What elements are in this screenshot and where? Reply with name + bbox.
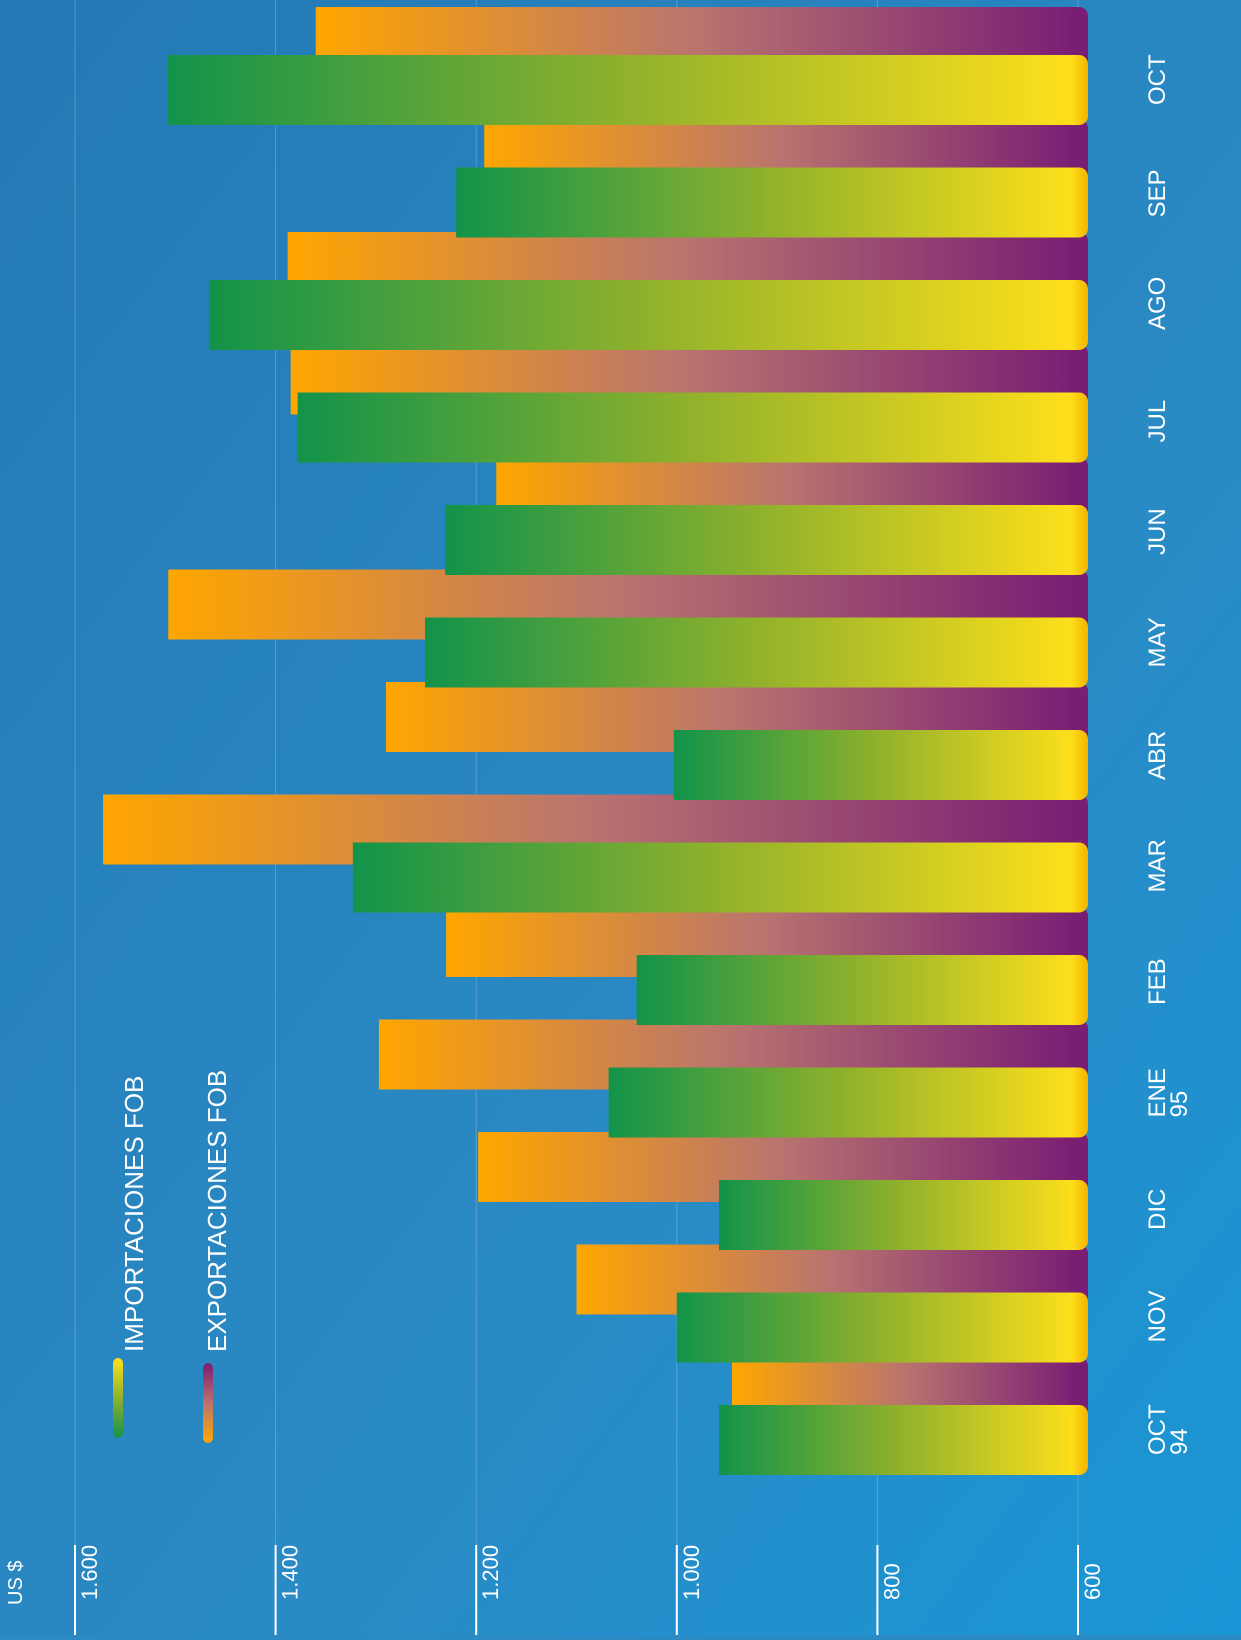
import-bar (209, 280, 1079, 350)
legend-exports-label: EXPORTACIONES FOB (202, 1070, 232, 1352)
import-bar (425, 617, 1078, 688)
legend-exports-swatch (203, 1363, 213, 1443)
import-bar-cap (1070, 617, 1088, 688)
category-label: JUN (1144, 508, 1171, 555)
unit-label: US $ (5, 1561, 27, 1605)
import-bar-cap (1070, 1180, 1088, 1250)
category-label: ENE95 (1144, 1068, 1193, 1117)
legend: IMPORTACIONES FOB EXPORTACIONES FOB (113, 1070, 232, 1443)
import-bar (352, 842, 1078, 913)
bars (103, 7, 1088, 1475)
legend-imports-label: IMPORTACIONES FOB (119, 1076, 149, 1352)
import-bar-cap (1070, 1405, 1088, 1475)
category-label: SEP (1144, 169, 1171, 217)
category-label: OCT (1144, 54, 1171, 105)
category-label: MAR (1144, 839, 1171, 892)
import-bar (673, 730, 1078, 800)
value-tick-label: 1.000 (679, 1545, 704, 1600)
value-ticks: 1.600 1.400 1.200 1.000 800 600 (74, 1545, 1105, 1635)
import-bar (718, 1180, 1078, 1250)
import-bar (718, 1405, 1078, 1475)
category-label: NOV (1144, 1290, 1171, 1342)
category-label: DIC (1144, 1189, 1171, 1230)
category-label: JUL (1144, 400, 1171, 443)
import-bar-cap (1070, 730, 1088, 800)
import-bar (608, 1067, 1078, 1138)
value-tick-label: 1.200 (478, 1545, 503, 1600)
import-bar (456, 167, 1078, 238)
legend-imports-swatch (113, 1358, 123, 1438)
value-tick-label: 1.400 (278, 1545, 303, 1600)
import-bar-cap (1070, 167, 1088, 238)
import-bar-cap (1070, 505, 1088, 575)
value-tick-label: 1.600 (77, 1545, 102, 1600)
import-bar-cap (1070, 1067, 1088, 1138)
category-labels: OCT94 NOV DIC ENE95 FEB MAR ABR MAY JUN JUL AGO SEP… (1144, 54, 1193, 1455)
category-label: MAY (1144, 617, 1171, 667)
import-bar (297, 392, 1078, 463)
import-bar (445, 505, 1078, 575)
value-tick-label: 600 (1080, 1563, 1105, 1600)
category-label: FEB (1144, 958, 1171, 1005)
value-tick-label: 800 (879, 1563, 904, 1600)
import-bar-cap (1070, 842, 1088, 913)
import-bar (167, 55, 1078, 125)
import-bar-cap (1070, 280, 1088, 350)
import-bar (676, 1292, 1078, 1363)
category-label: AGO (1144, 277, 1171, 330)
category-label: OCT94 (1144, 1404, 1193, 1455)
import-bar-cap (1070, 1292, 1088, 1363)
import-bar-cap (1070, 955, 1088, 1025)
import-bar-cap (1070, 55, 1088, 125)
import-bar-cap (1070, 392, 1088, 463)
import-bar (636, 955, 1078, 1025)
category-label: ABR (1144, 731, 1171, 780)
